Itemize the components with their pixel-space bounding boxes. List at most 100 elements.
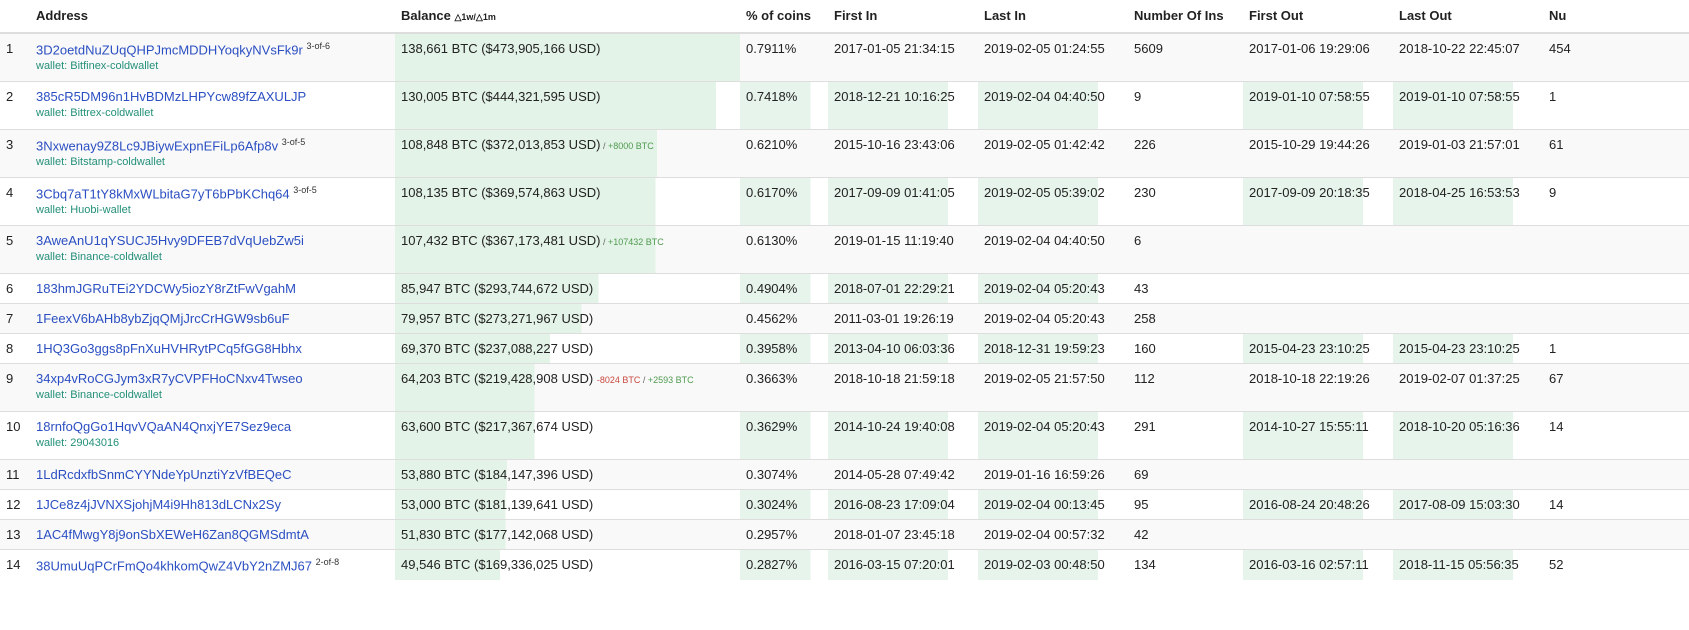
- address-link[interactable]: 3D2oetdNuZUqQHPJmcMDDHYoqkyNVsFk9r: [36, 42, 303, 58]
- address-link[interactable]: 1FeexV6bAHb8ybZjqQMjJrcCrHGW9sb6uF: [36, 311, 290, 326]
- last-in-cell: 2019-01-16 16:59:26: [978, 459, 1128, 490]
- last-out-cell: [1393, 519, 1543, 550]
- header-last-out[interactable]: Last Out: [1393, 0, 1543, 34]
- wallet-link[interactable]: wallet: 29043016: [36, 437, 120, 449]
- last-out-cell: [1393, 225, 1543, 274]
- wallet-link[interactable]: wallet: Bittrex-coldwallet: [36, 107, 154, 119]
- pct-cell: 0.3663%: [740, 363, 828, 412]
- first-in-cell: 2018-01-07 23:45:18: [828, 519, 978, 550]
- address-link[interactable]: 18rnfoQgGo1HqvVQaAN4QnxjYE7Sez9eca: [36, 419, 292, 434]
- table-row: 5 3AweAnU1qYSUCJ5Hvy9DFEB7dVqUebZw5i walle…: [0, 225, 1689, 274]
- header-pct[interactable]: % of coins: [740, 0, 828, 34]
- rich-list-table: Address Balance △1w/△1m % of coins First…: [0, 0, 1689, 581]
- last-in-cell: 2019-02-04 05:20:43: [978, 303, 1128, 334]
- first-in-cell: 2019-01-15 11:19:40: [828, 225, 978, 274]
- header-address[interactable]: Address: [30, 0, 395, 34]
- address-link[interactable]: 1HQ3Go3ggs8pFnXuHVHRytPCq5fGG8Hbhx: [36, 341, 302, 356]
- address-cell: 3D2oetdNuZUqQHPJmcMDDHYoqkyNVsFk9r 3-of-…: [30, 32, 395, 82]
- num-ins-cell: 69: [1128, 459, 1243, 490]
- first-out-cell: [1243, 303, 1393, 334]
- address-cell: 34xp4vRoCGJym3xR7yCVPFHoCNxv4Twseo wallet…: [30, 363, 395, 412]
- first-out-cell: 2017-09-09 20:18:35: [1243, 177, 1393, 226]
- address-cell: 1FeexV6bAHb8ybZjqQMjJrcCrHGW9sb6uF: [30, 303, 395, 334]
- address-cell: 385cR5DM96n1HvBDMzLHPYcw89fZAXULJP wallet…: [30, 81, 395, 130]
- first-out-cell: [1243, 519, 1393, 550]
- first-out-cell: [1243, 225, 1393, 274]
- first-out-cell: 2015-04-23 23:10:25: [1243, 333, 1393, 364]
- pct-cell: 0.7911%: [740, 32, 828, 82]
- first-out-cell: [1243, 459, 1393, 490]
- address-cell: 3Cbq7aT1tY8kMxWLbitaG7yT6bPbKChq64 3-of-…: [30, 177, 395, 226]
- first-in-cell: 2018-12-21 10:16:25: [828, 81, 978, 130]
- first-out-cell: 2016-08-24 20:48:26: [1243, 489, 1393, 520]
- num-outs-cell: 454: [1543, 32, 1689, 82]
- address-link[interactable]: 3Cbq7aT1tY8kMxWLbitaG7yT6bPbKChq64: [36, 186, 290, 202]
- wallet-link[interactable]: wallet: Binance-coldwallet: [36, 251, 162, 263]
- address-link[interactable]: 385cR5DM96n1HvBDMzLHPYcw89fZAXULJP: [36, 89, 307, 104]
- header-last-in[interactable]: Last In: [978, 0, 1128, 34]
- delta-month: +8000 BTC: [607, 141, 654, 151]
- header-balance[interactable]: Balance △1w/△1m: [395, 0, 740, 34]
- balance-value: 63,600 BTC ($217,367,674 USD): [401, 419, 594, 434]
- multisig-label: 3-of-5: [281, 137, 306, 147]
- pct-cell: 0.3024%: [740, 489, 828, 520]
- first-out-cell: 2014-10-27 15:55:11: [1243, 411, 1393, 460]
- first-in-cell: 2016-03-15 07:20:01: [828, 549, 978, 581]
- wallet-link[interactable]: wallet: Bitstamp-coldwallet: [36, 156, 165, 169]
- address-cell: 18rnfoQgGo1HqvVQaAN4QnxjYE7Sez9eca wallet…: [30, 411, 395, 460]
- num-ins-cell: 134: [1128, 549, 1243, 581]
- num-outs-cell: [1543, 225, 1689, 274]
- rank-cell: 5: [0, 225, 30, 274]
- wallet-link[interactable]: wallet: Binance-coldwallet: [36, 389, 162, 401]
- first-in-cell: 2017-09-09 01:41:05: [828, 177, 978, 226]
- first-out-cell: 2018-10-18 22:19:26: [1243, 363, 1393, 412]
- num-ins-cell: 258: [1128, 303, 1243, 334]
- rank-cell: 2: [0, 81, 30, 130]
- last-in-cell: 2019-02-04 00:57:32: [978, 519, 1128, 550]
- table-row: 10 18rnfoQgGo1HqvVQaAN4QnxjYE7Sez9eca wall…: [0, 411, 1689, 460]
- wallet-link[interactable]: wallet: Bitfinex-coldwallet: [36, 60, 159, 73]
- table-row: 8 1HQ3Go3ggs8pFnXuHVHRytPCq5fGG8Hbhx 69,3…: [0, 333, 1689, 364]
- last-out-cell: 2018-11-15 05:56:35: [1393, 549, 1543, 581]
- address-link[interactable]: 1JCe8z4jJVNXSjohjM4i9Hh813dLCNx2Sy: [36, 497, 281, 512]
- last-in-cell: 2019-02-05 21:57:50: [978, 363, 1128, 412]
- balance-cell: 63,600 BTC ($217,367,674 USD): [395, 411, 740, 460]
- balance-cell: 85,947 BTC ($293,744,672 USD): [395, 273, 740, 304]
- header-first-out[interactable]: First Out: [1243, 0, 1393, 34]
- num-outs-cell: 61: [1543, 129, 1689, 178]
- table-row: 2 385cR5DM96n1HvBDMzLHPYcw89fZAXULJP walle…: [0, 81, 1689, 130]
- num-outs-cell: 9: [1543, 177, 1689, 226]
- address-link[interactable]: 34xp4vRoCGJym3xR7yCVPFHoCNxv4Twseo: [36, 371, 303, 386]
- address-link[interactable]: 3Nxwenay9Z8Lc9JBiywExpnEFiLp6Afp8v: [36, 138, 279, 154]
- address-link[interactable]: 1LdRcdxfbSnmCYYNdeYpUnztiYzVfBEQeC: [36, 467, 292, 482]
- wallet-link[interactable]: wallet: Huobi-wallet: [36, 204, 131, 217]
- header-num-ins[interactable]: Number Of Ins: [1128, 0, 1243, 34]
- address-link[interactable]: 1AC4fMwgY8j9onSbXEWeH6Zan8QGMSdmtA: [36, 527, 309, 542]
- num-outs-cell: [1543, 303, 1689, 334]
- multisig-label: 3-of-6: [306, 41, 330, 51]
- pct-cell: 0.6130%: [740, 225, 828, 274]
- header-num-outs[interactable]: Nu: [1543, 0, 1689, 34]
- address-cell: 3AweAnU1qYSUCJ5Hvy9DFEB7dVqUebZw5i wallet…: [30, 225, 395, 274]
- address-cell: 1AC4fMwgY8j9onSbXEWeH6Zan8QGMSdmtA: [30, 519, 395, 550]
- rank-cell: 9: [0, 363, 30, 412]
- last-in-cell: 2019-02-05 01:42:42: [978, 129, 1128, 178]
- address-link[interactable]: 3AweAnU1qYSUCJ5Hvy9DFEB7dVqUebZw5i: [36, 233, 304, 248]
- balance-value: 85,947 BTC ($293,744,672 USD): [401, 281, 594, 296]
- rank-cell: 10: [0, 411, 30, 460]
- address-link[interactable]: 38UmuUqPCrFmQo4khkomQwZ4VbY2nZMJ67: [36, 558, 312, 574]
- last-out-cell: 2019-02-07 01:37:25: [1393, 363, 1543, 412]
- first-in-cell: 2013-04-10 06:03:36: [828, 333, 978, 364]
- pct-cell: 0.4904%: [740, 273, 828, 304]
- address-cell: 183hmJGRuTEi2YDCWy5iozY8rZtFwVgahM: [30, 273, 395, 304]
- num-ins-cell: 95: [1128, 489, 1243, 520]
- balance-cell: 53,000 BTC ($181,139,641 USD): [395, 489, 740, 520]
- num-ins-cell: 160: [1128, 333, 1243, 364]
- address-link[interactable]: 183hmJGRuTEi2YDCWy5iozY8rZtFwVgahM: [36, 281, 296, 296]
- table-row: 14 38UmuUqPCrFmQo4khkomQwZ4VbY2nZMJ67 2-o…: [0, 549, 1689, 581]
- header-row: Address Balance △1w/△1m % of coins First…: [0, 0, 1689, 34]
- header-first-in[interactable]: First In: [828, 0, 978, 34]
- table-row: 1 3D2oetdNuZUqQHPJmcMDDHYoqkyNVsFk9r 3-of…: [0, 32, 1689, 82]
- multisig-label: 2-of-8: [315, 557, 340, 567]
- balance-value: 51,830 BTC ($177,142,068 USD): [401, 527, 594, 542]
